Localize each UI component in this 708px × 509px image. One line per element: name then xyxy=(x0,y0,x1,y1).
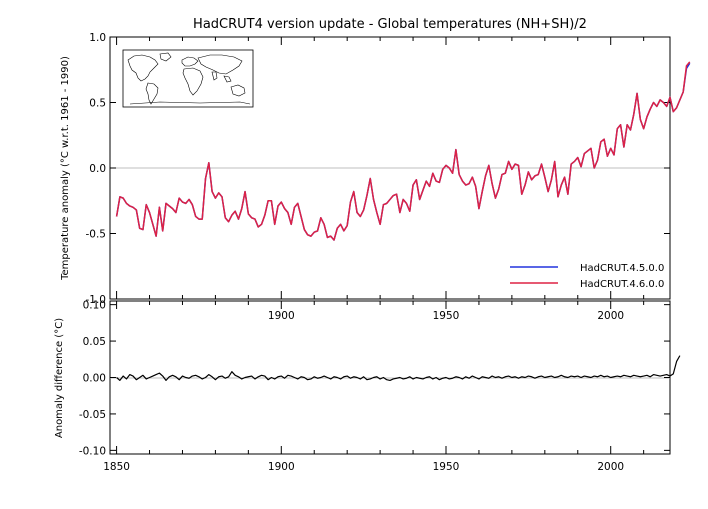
main-x-tick-label: 2000 xyxy=(597,310,624,322)
diff-y-tick-label: 0.00 xyxy=(83,373,106,385)
diff-y-tick-label: 0.10 xyxy=(83,300,106,312)
diff-plot-frame xyxy=(109,300,671,455)
world-map-frame xyxy=(122,49,254,108)
legend-label-hadcrut-4-5-0-0: HadCRUT.4.5.0.0 xyxy=(580,263,664,274)
world-map-coastlines xyxy=(127,52,251,105)
main-y-tick-label: 1.0 xyxy=(89,32,106,44)
series-line-anomaly-difference xyxy=(116,355,681,382)
main-y-tick-label: -0.5 xyxy=(86,229,107,241)
chart-title: HadCRUT4 version update - Global tempera… xyxy=(193,17,587,32)
chart-legend: HadCRUT.4.5.0.0 HadCRUT.4.6.0.0 xyxy=(510,263,664,290)
diff-y-tick-label: -0.05 xyxy=(79,409,106,421)
main-y-axis-label: Temperature anomaly (°C w.r.t. 1961 - 19… xyxy=(60,56,71,281)
diff-y-tick-label: 0.05 xyxy=(83,336,106,348)
diff-x-tick-label: 1950 xyxy=(433,461,460,473)
main-x-tick-label: 1950 xyxy=(433,310,460,322)
diff-x-tick-label: 1850 xyxy=(103,461,130,473)
diff-y-axis-label: Anomaly difference (°C) xyxy=(54,318,65,438)
main-x-tick-label: 1900 xyxy=(268,310,295,322)
diff-x-tick-label: 2000 xyxy=(597,461,624,473)
main-y-tick-label: -1.0 xyxy=(86,294,107,306)
diff-x-tick-label: 1900 xyxy=(268,461,295,473)
main-y-tick-label: 0.5 xyxy=(89,98,106,110)
main-axis-ticks: -1.0 -0.5 0.0 0.5 1.0 1900 1950 2000 xyxy=(86,32,670,322)
diff-axis-ticks: -0.10 -0.05 0.00 0.05 0.10 1850 1900 1950 2000 xyxy=(79,300,670,473)
legend-label-hadcrut-4-6-0-0: HadCRUT.4.6.0.0 xyxy=(580,279,664,290)
series-line-hadcrut-4-6-0-0 xyxy=(115,61,691,241)
world-map-inset xyxy=(122,49,254,108)
main-y-tick-label: 0.0 xyxy=(89,163,106,175)
diff-y-tick-label: -0.10 xyxy=(79,445,106,457)
